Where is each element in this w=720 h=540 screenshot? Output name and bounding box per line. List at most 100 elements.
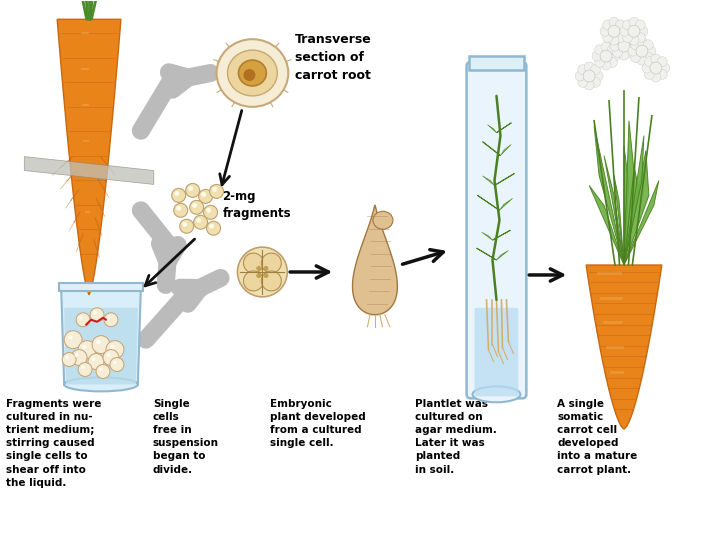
Circle shape [657, 57, 667, 66]
Circle shape [104, 313, 118, 327]
Circle shape [616, 20, 626, 30]
Text: Transverse
section of
carrot root: Transverse section of carrot root [295, 33, 372, 82]
Circle shape [88, 354, 104, 369]
Circle shape [592, 51, 602, 61]
Circle shape [608, 45, 617, 55]
Polygon shape [500, 198, 513, 210]
Circle shape [595, 45, 605, 55]
Circle shape [619, 32, 629, 42]
Circle shape [210, 185, 223, 198]
Polygon shape [482, 141, 500, 156]
Circle shape [172, 188, 186, 202]
Text: 2-mg
fragments: 2-mg fragments [222, 191, 291, 220]
Polygon shape [477, 248, 497, 260]
FancyBboxPatch shape [474, 308, 518, 396]
Circle shape [637, 55, 647, 65]
Polygon shape [497, 123, 511, 133]
Circle shape [256, 266, 261, 271]
Polygon shape [477, 195, 500, 210]
Circle shape [71, 349, 87, 366]
Circle shape [176, 206, 181, 211]
Circle shape [174, 204, 188, 217]
Circle shape [601, 42, 611, 52]
Circle shape [628, 41, 638, 51]
Text: A single
somatic
carrot cell
developed
into a mature
carrot plant.: A single somatic carrot cell developed i… [557, 400, 637, 475]
Circle shape [196, 218, 201, 222]
Circle shape [78, 341, 96, 359]
Circle shape [608, 57, 617, 68]
Circle shape [603, 32, 613, 43]
Circle shape [264, 266, 269, 271]
Circle shape [189, 200, 204, 214]
Circle shape [199, 190, 212, 204]
Circle shape [207, 221, 220, 235]
Circle shape [107, 316, 111, 319]
Circle shape [613, 48, 623, 57]
Circle shape [590, 77, 600, 87]
Circle shape [608, 25, 620, 37]
Circle shape [603, 20, 613, 30]
Circle shape [583, 70, 595, 82]
FancyBboxPatch shape [467, 62, 526, 399]
Circle shape [651, 72, 661, 82]
Circle shape [642, 63, 652, 73]
Circle shape [593, 71, 603, 81]
Polygon shape [497, 251, 508, 260]
Circle shape [99, 368, 103, 371]
Circle shape [79, 316, 83, 319]
Bar [59, 283, 143, 291]
Circle shape [90, 308, 104, 322]
Circle shape [629, 17, 639, 27]
Circle shape [243, 271, 264, 291]
Circle shape [643, 52, 653, 63]
Polygon shape [482, 232, 492, 240]
Circle shape [180, 219, 194, 233]
Ellipse shape [64, 377, 138, 392]
Polygon shape [604, 156, 624, 265]
Polygon shape [57, 19, 121, 295]
Circle shape [616, 32, 626, 43]
Circle shape [651, 54, 661, 64]
Circle shape [204, 205, 217, 219]
Ellipse shape [472, 387, 521, 402]
Polygon shape [589, 185, 624, 265]
Polygon shape [482, 176, 495, 185]
Circle shape [610, 41, 620, 51]
Circle shape [186, 184, 199, 198]
Polygon shape [500, 144, 511, 156]
Circle shape [243, 69, 256, 81]
Circle shape [618, 26, 628, 36]
Circle shape [577, 65, 588, 75]
Circle shape [660, 63, 670, 73]
Circle shape [206, 208, 211, 213]
Text: Fragments were
cultured in nu-
trient medium;
stirring caused
single cells to
sh: Fragments were cultured in nu- trient me… [6, 400, 102, 488]
Polygon shape [624, 180, 659, 265]
Polygon shape [495, 173, 514, 185]
Circle shape [261, 271, 282, 291]
Circle shape [256, 273, 261, 278]
Ellipse shape [217, 39, 288, 107]
Circle shape [610, 51, 620, 61]
Circle shape [650, 62, 662, 74]
Polygon shape [353, 205, 397, 315]
Polygon shape [624, 151, 649, 265]
Circle shape [110, 357, 124, 372]
Circle shape [238, 247, 287, 297]
Circle shape [584, 62, 594, 72]
Polygon shape [594, 126, 624, 265]
Text: Embryonic
plant developed
from a cultured
single cell.: Embryonic plant developed from a culture… [270, 400, 366, 448]
Circle shape [113, 361, 117, 364]
Circle shape [631, 52, 641, 63]
Circle shape [590, 65, 600, 75]
Circle shape [626, 48, 635, 57]
Circle shape [628, 25, 640, 37]
Circle shape [644, 70, 654, 79]
Circle shape [657, 70, 667, 79]
Ellipse shape [373, 211, 393, 229]
Polygon shape [487, 125, 497, 133]
Circle shape [628, 46, 638, 56]
Polygon shape [586, 265, 662, 429]
Circle shape [91, 357, 96, 361]
Circle shape [212, 187, 217, 192]
Circle shape [609, 17, 619, 27]
